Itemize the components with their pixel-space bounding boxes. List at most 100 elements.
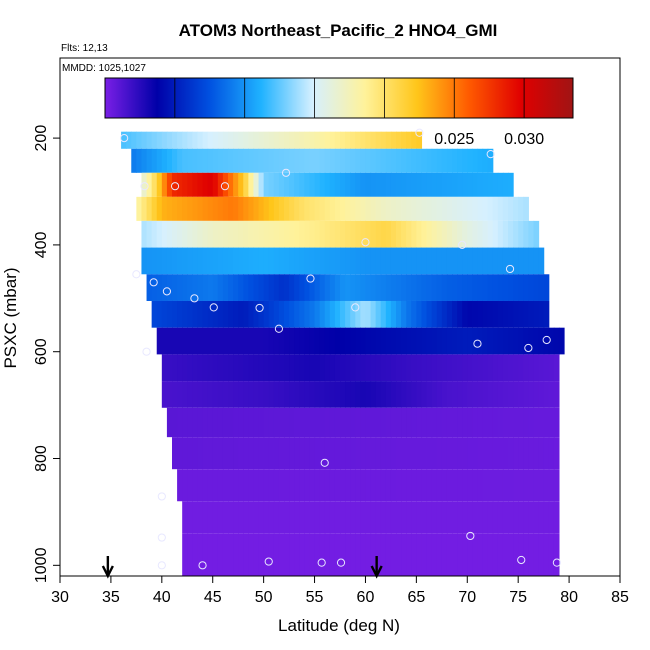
heatmap-cell bbox=[243, 220, 249, 248]
sample-point bbox=[317, 558, 326, 567]
heatmap-cell bbox=[202, 220, 209, 248]
heatmap-cell bbox=[431, 437, 438, 470]
sample-point bbox=[198, 561, 207, 570]
heatmap-cell bbox=[375, 407, 382, 438]
heatmap-cell bbox=[370, 407, 377, 438]
heatmap-cell bbox=[222, 533, 229, 576]
heatmap-cell bbox=[497, 247, 504, 275]
heatmap-cell bbox=[446, 327, 453, 355]
heatmap-cell bbox=[319, 300, 326, 328]
heatmap-cell bbox=[187, 131, 193, 149]
heatmap-cell bbox=[340, 354, 346, 382]
heatmap-cell bbox=[340, 533, 346, 576]
heatmap-cell bbox=[345, 469, 351, 502]
heatmap-cell bbox=[396, 407, 402, 438]
heatmap-cell bbox=[284, 196, 290, 221]
heatmap-cell bbox=[380, 354, 387, 382]
x-tick-label: 75 bbox=[509, 589, 527, 606]
heatmap-cell bbox=[253, 407, 260, 438]
heatmap-cell bbox=[401, 148, 407, 173]
heatmap-cell bbox=[436, 501, 443, 534]
heatmap-cell bbox=[197, 220, 204, 248]
heatmap-cell bbox=[370, 437, 377, 470]
heatmap-cell bbox=[345, 381, 351, 408]
heatmap-cell bbox=[192, 196, 199, 221]
heatmap-cell bbox=[284, 381, 290, 408]
heatmap-cell bbox=[309, 407, 316, 438]
heatmap-cell bbox=[482, 247, 489, 275]
heatmap-cell bbox=[268, 274, 275, 301]
heatmap-cell bbox=[187, 381, 193, 408]
heatmap-cell bbox=[416, 247, 423, 275]
heatmap-cell bbox=[217, 437, 224, 470]
sample-point bbox=[157, 533, 166, 542]
heatmap-cell bbox=[462, 220, 468, 248]
heatmap-cell bbox=[258, 220, 265, 248]
heatmap-cell bbox=[487, 469, 494, 502]
y-tick-label: 800 bbox=[33, 445, 50, 472]
heatmap-cell bbox=[452, 148, 458, 173]
heatmap-cell bbox=[299, 148, 305, 173]
heatmap-cell bbox=[258, 469, 265, 502]
heatmap-cell bbox=[365, 354, 372, 382]
heatmap-cell bbox=[528, 501, 535, 534]
heatmap-cell bbox=[523, 354, 529, 382]
heatmap-cell bbox=[523, 501, 529, 534]
heatmap-cell bbox=[126, 131, 132, 149]
heatmap-cell bbox=[289, 533, 295, 576]
heatmap-cell bbox=[263, 131, 270, 149]
heatmap-cell bbox=[355, 407, 361, 438]
heatmap-cell bbox=[228, 437, 234, 470]
heatmap-cell bbox=[166, 354, 173, 382]
heatmap-cell bbox=[446, 196, 453, 221]
heatmap-cell bbox=[217, 220, 224, 248]
heatmap-cell bbox=[502, 407, 509, 438]
heatmap-cell bbox=[228, 220, 234, 248]
heatmap-cell bbox=[182, 381, 188, 408]
heatmap-cell bbox=[416, 354, 423, 382]
heatmap-cell bbox=[166, 274, 173, 301]
heatmap-cell bbox=[207, 300, 214, 328]
heatmap-cell bbox=[441, 300, 448, 328]
heatmap-cell bbox=[324, 300, 331, 328]
heatmap-cell bbox=[202, 533, 209, 576]
heatmap-cell bbox=[289, 501, 295, 534]
heatmap-cell bbox=[345, 300, 351, 328]
heatmap-cell bbox=[284, 437, 290, 470]
heatmap-cell bbox=[523, 274, 529, 301]
heatmap-cell bbox=[222, 501, 229, 534]
heatmap-cell bbox=[268, 327, 275, 355]
heatmap-cell bbox=[273, 533, 280, 576]
heatmap-cell bbox=[243, 131, 249, 149]
heatmap-cell bbox=[289, 247, 295, 275]
heatmap-cell bbox=[355, 354, 361, 382]
heatmap-cell bbox=[497, 437, 504, 470]
heatmap-cell bbox=[370, 220, 377, 248]
heatmap-cell bbox=[462, 247, 468, 275]
heatmap-cell bbox=[289, 274, 295, 301]
heatmap-cell bbox=[151, 148, 158, 173]
heatmap-cell bbox=[396, 300, 402, 328]
heatmap-cell bbox=[268, 437, 275, 470]
heatmap-cell bbox=[411, 354, 417, 382]
heatmap-cell bbox=[350, 131, 356, 149]
heatmap-cell bbox=[355, 172, 361, 197]
heatmap-cell bbox=[284, 274, 290, 301]
heatmap-cell bbox=[528, 469, 535, 502]
heatmap-cell bbox=[538, 381, 545, 408]
heatmap-cell bbox=[319, 381, 326, 408]
heatmap-cell bbox=[187, 148, 193, 173]
heatmap-cell bbox=[436, 354, 443, 382]
heatmap-cell bbox=[278, 327, 285, 355]
heatmap-cell bbox=[319, 327, 326, 355]
heatmap-cell bbox=[258, 437, 265, 470]
heatmap-cell bbox=[370, 354, 377, 382]
heatmap-cell bbox=[166, 247, 173, 275]
heatmap-cell bbox=[518, 469, 524, 502]
heatmap-cell bbox=[192, 437, 199, 470]
heatmap-cell bbox=[375, 131, 382, 149]
heatmap-cell bbox=[248, 354, 255, 382]
heatmap-cell bbox=[350, 300, 356, 328]
heatmap-cell bbox=[365, 437, 372, 470]
heatmap-cell bbox=[166, 196, 173, 221]
